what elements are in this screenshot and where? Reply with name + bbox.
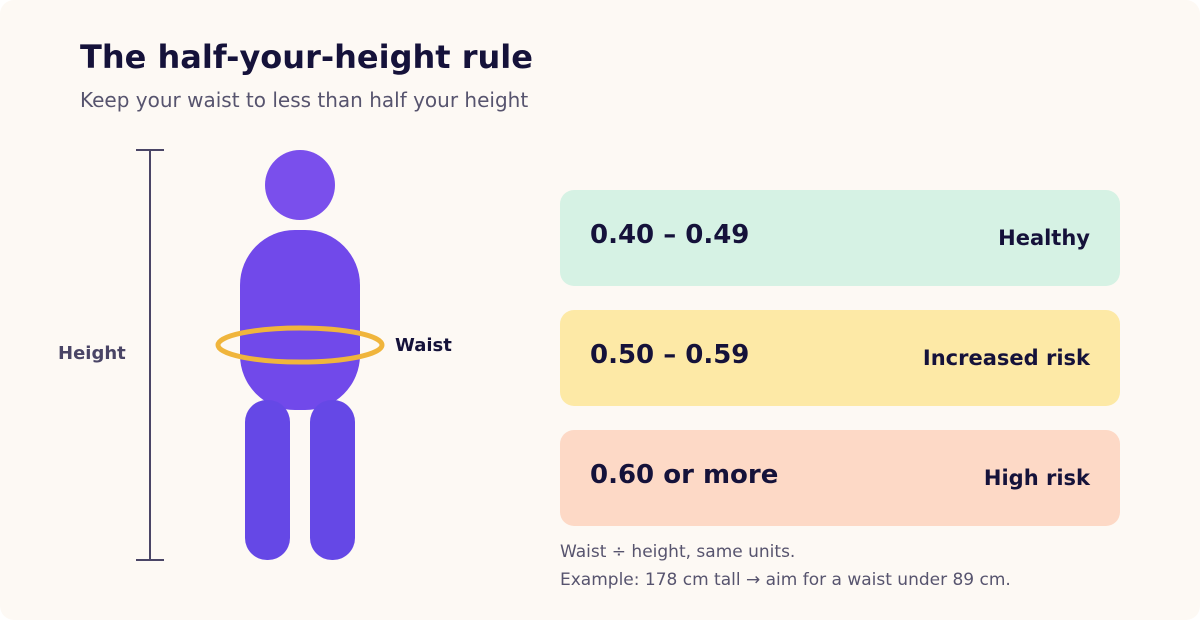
title: The half-your-height rule xyxy=(80,38,533,76)
note: Waist ÷ height, same units. xyxy=(560,542,796,562)
range-card: 0.50 – 0.59 Increased risk xyxy=(560,310,1120,406)
subtitle: Keep your waist to less than half your h… xyxy=(80,88,529,112)
height-label: Height xyxy=(58,343,126,364)
range: 0.40 – 0.49 xyxy=(590,220,750,250)
range-card: 0.60 or more High risk xyxy=(560,430,1120,526)
range-label: Increased risk xyxy=(922,346,1090,370)
figure: Height Waist xyxy=(58,149,452,561)
range: 0.60 or more xyxy=(590,460,779,490)
range: 0.50 – 0.59 xyxy=(590,340,750,370)
range-card: 0.40 – 0.49 Healthy xyxy=(560,190,1120,286)
range-label: Healthy xyxy=(998,226,1090,250)
waist-label: Waist xyxy=(395,335,452,356)
note: Example: 178 cm tall → aim for a waist u… xyxy=(560,570,1011,590)
range-label: High risk xyxy=(983,466,1090,490)
